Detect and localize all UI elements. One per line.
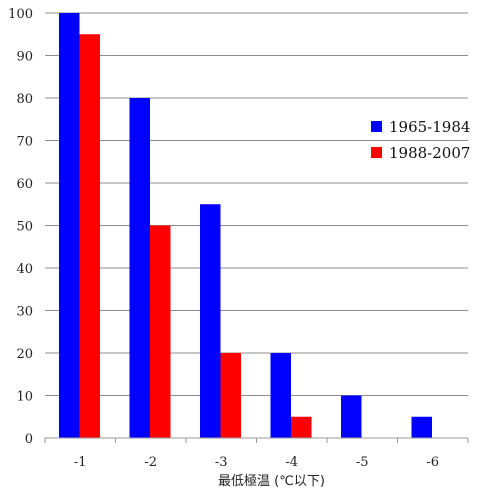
bars	[59, 13, 432, 438]
y-tick-label: 100	[8, 7, 33, 22]
y-axis-ticks: 0 10 20 30 40 50 60 70 80 90 100	[8, 7, 33, 447]
y-tick-label: 20	[16, 347, 33, 362]
legend-label: 1965-1984	[389, 118, 470, 136]
bar-series-1--6	[411, 416, 432, 438]
y-tick-label: 70	[16, 135, 33, 150]
y-tick-label: 60	[16, 177, 33, 192]
x-tick-label: -3	[215, 455, 228, 470]
x-tick-label: -4	[285, 455, 298, 470]
x-tick-label: -1	[74, 455, 87, 470]
y-tick-label: 40	[16, 262, 33, 277]
bar-series-2--1	[79, 34, 100, 438]
x-tick-label: -6	[426, 455, 439, 470]
x-axis	[44, 437, 469, 443]
y-tick-label: 10	[16, 390, 33, 405]
bar-series-1--2	[129, 98, 150, 438]
y-tick-label: 90	[16, 50, 33, 65]
x-axis-title: 最低極温 (℃以下)	[218, 473, 325, 489]
legend: 1965-1984 1988-2007	[371, 118, 470, 162]
x-tick-label: -2	[144, 455, 157, 470]
bar-series-1--1	[59, 13, 80, 438]
bar-series-2--3	[220, 353, 241, 438]
bar-series-1--5	[341, 395, 362, 438]
legend-label: 1988-2007	[389, 144, 470, 162]
y-tick-label: 0	[25, 432, 33, 447]
bar-series-2--4	[291, 416, 312, 438]
y-tick-label: 30	[16, 305, 33, 320]
bar-series-1--3	[200, 204, 221, 438]
x-axis-ticks: -1 -2 -3 -4 -5 -6	[74, 455, 439, 470]
legend-swatch	[371, 121, 382, 132]
x-tick-label: -5	[356, 455, 369, 470]
gridlines	[45, 12, 468, 396]
bar-series-1--4	[270, 353, 291, 438]
bar-series-2--2	[150, 225, 171, 438]
legend-swatch	[371, 147, 382, 158]
y-tick-label: 80	[16, 92, 33, 107]
y-tick-label: 50	[16, 220, 33, 235]
